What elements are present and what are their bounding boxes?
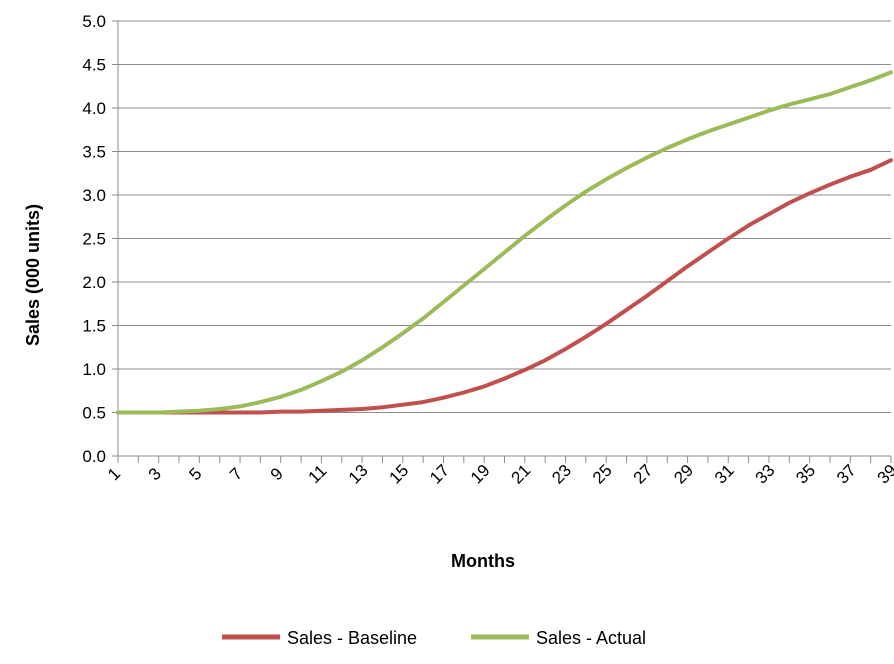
x-tick-label: 35: [792, 461, 819, 488]
x-tick-label: 19: [467, 461, 494, 488]
y-tick-label: 1.0: [82, 360, 106, 379]
legend-label: Sales - Baseline: [287, 628, 417, 648]
axes: 0.00.51.01.52.02.53.03.54.04.55.01 3 5 7 9 11…: [82, 12, 894, 488]
x-tick-label: 5: [185, 464, 205, 484]
x-tick-label: 25: [589, 461, 616, 488]
series-line-sales-actual: [116, 70, 893, 415]
x-tick-label: 7: [226, 464, 246, 484]
y-axis-title: Sales (000 units): [23, 204, 43, 346]
x-tick-label: 39: [874, 461, 894, 488]
x-tick-label: 9: [267, 464, 287, 484]
y-tick-label: 4.0: [82, 99, 106, 118]
x-tick-label: 15: [385, 461, 412, 488]
y-tick-label: 2.5: [82, 230, 106, 249]
x-tick-label: 21: [508, 461, 535, 488]
y-tick-label: 3.0: [82, 186, 106, 205]
x-tick-label: 13: [345, 461, 372, 488]
x-tick-label: 23: [548, 461, 575, 488]
legend-label: Sales - Actual: [536, 628, 646, 648]
x-axis-title: Months: [451, 551, 515, 571]
y-tick-label: 5.0: [82, 12, 106, 31]
series-line-sales-baseline: [116, 158, 893, 415]
series-lines: [116, 70, 893, 415]
y-tick-label: 1.5: [82, 317, 106, 336]
x-tick-label: 17: [426, 461, 453, 488]
y-tick-label: 3.5: [82, 143, 106, 162]
x-tick-label: 11: [305, 461, 331, 487]
y-tick-label: 4.5: [82, 56, 106, 75]
x-tick-label: 27: [630, 461, 657, 488]
x-tick-label: 31: [711, 461, 738, 488]
x-tick-label: 3: [145, 464, 165, 484]
y-tick-label: 0.0: [82, 447, 106, 466]
x-tick-label: 1: [104, 464, 124, 484]
x-tick-label: 37: [833, 461, 860, 488]
gridlines: [118, 20, 891, 413]
y-tick-label: 0.5: [82, 404, 106, 423]
y-tick-label: 2.0: [82, 273, 106, 292]
x-tick-label: 33: [752, 461, 779, 488]
legend: Sales - Baseline Sales - Actual: [222, 628, 646, 648]
x-tick-label: 29: [670, 461, 697, 488]
